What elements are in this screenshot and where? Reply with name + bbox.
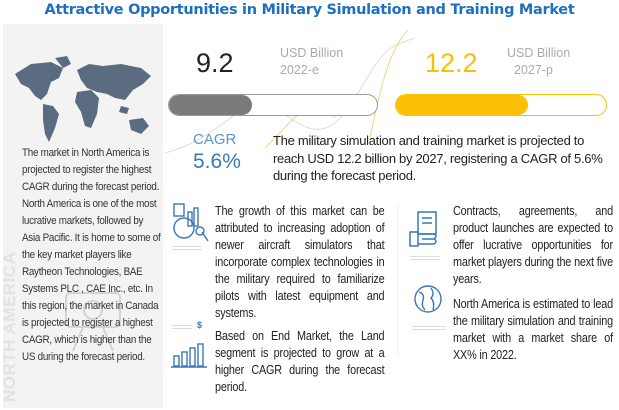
north-america-description: The market in North America is projected… — [22, 147, 161, 363]
insight-text: The growth of this market can be attribu… — [215, 204, 385, 320]
decorative-curve-yellow — [369, 29, 409, 138]
north-america-panel — [3, 24, 163, 408]
middle-insights-column: The growth of this market can be attribu… — [215, 203, 412, 396]
contract-icon — [408, 210, 444, 255]
start-value-bar — [168, 94, 378, 116]
divider — [172, 246, 202, 250]
bar-chart-icon — [171, 342, 207, 373]
analytics-icon — [172, 202, 212, 247]
cagr-value: 5.6% — [193, 150, 241, 173]
insight-text: Based on End Market, the Land segment is… — [215, 329, 385, 394]
globe-icon — [413, 284, 443, 319]
cagr-label: CAGR — [193, 131, 237, 148]
start-value: 9.2 — [196, 48, 234, 78]
start-value-bar-fill — [169, 95, 253, 115]
divider — [172, 325, 192, 329]
end-value: 12.2 — [425, 48, 478, 78]
right-insights-column: Contracts, agreements, and product launc… — [453, 203, 619, 364]
dollar-sign-label: $ — [197, 320, 203, 330]
end-value-bar-fill — [396, 95, 529, 115]
north-america-vertical-label: NORTH AMERICA — [0, 251, 19, 402]
divider — [412, 326, 446, 330]
start-year: 2022-e — [280, 63, 319, 77]
market-summary: The military simulation and training mar… — [273, 133, 603, 183]
end-year: 2027-p — [514, 63, 553, 77]
start-unit: USD Billion — [280, 46, 344, 60]
world-map-icon — [15, 56, 151, 142]
insight-text: North America is estimated to lead the m… — [453, 297, 613, 362]
simulator-watermark-icon — [65, 292, 121, 352]
page-title: Attractive Opportunities in Military Sim… — [44, 2, 575, 18]
column-divider — [397, 205, 398, 355]
end-unit: USD Billion — [507, 46, 571, 60]
divider — [410, 256, 440, 260]
insight-text: Contracts, agreements, and product launc… — [453, 204, 613, 286]
end-value-bar — [395, 94, 607, 116]
